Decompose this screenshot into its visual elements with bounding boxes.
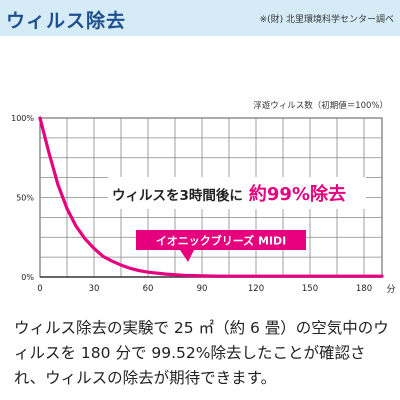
virus-chart: 浮遊ウィルス数（初期値＝100%） 0% 50% 100% 0 30 60 90 120 150 1… (11, 100, 395, 295)
series-label-pointer (180, 250, 194, 262)
x-tick-label: 150 (302, 284, 318, 294)
series-label-text: イオニックブリーズ MIDI (156, 234, 287, 248)
source-note: ※(財) 北里環境科学センター調べ (259, 15, 394, 25)
x-tick-label: 0 (37, 284, 42, 294)
header-bar: ウィルス除去 ※(財) 北里環境科学センター調べ (0, 0, 400, 36)
body-paragraph: ウィルス除去の実験で 25 ㎡（約 6 畳）の空気中のウィルスを 180 分で … (14, 319, 389, 387)
x-tick-label: 30 (89, 284, 100, 294)
x-tick-label: 60 (143, 284, 154, 294)
y-tick-label: 50% (16, 194, 34, 203)
series-line-midi (38, 116, 384, 278)
x-tick-label: 90 (197, 284, 208, 294)
y-tick-label: 0% (21, 273, 34, 282)
header-title: ウィルス除去 (6, 10, 127, 32)
y-axis-title: 浮遊ウィルス数（初期値＝100%） (253, 100, 388, 111)
series-label-box (136, 230, 306, 250)
annotation-box (108, 177, 366, 209)
x-tick-label: 120 (248, 284, 264, 294)
annotation-text: ウィルスを3時間後に 約99%除去 (112, 183, 346, 205)
y-tick-label: 100% (11, 114, 34, 123)
x-axis-unit: 分 (386, 284, 395, 295)
x-tick-label: 180 (356, 284, 372, 294)
